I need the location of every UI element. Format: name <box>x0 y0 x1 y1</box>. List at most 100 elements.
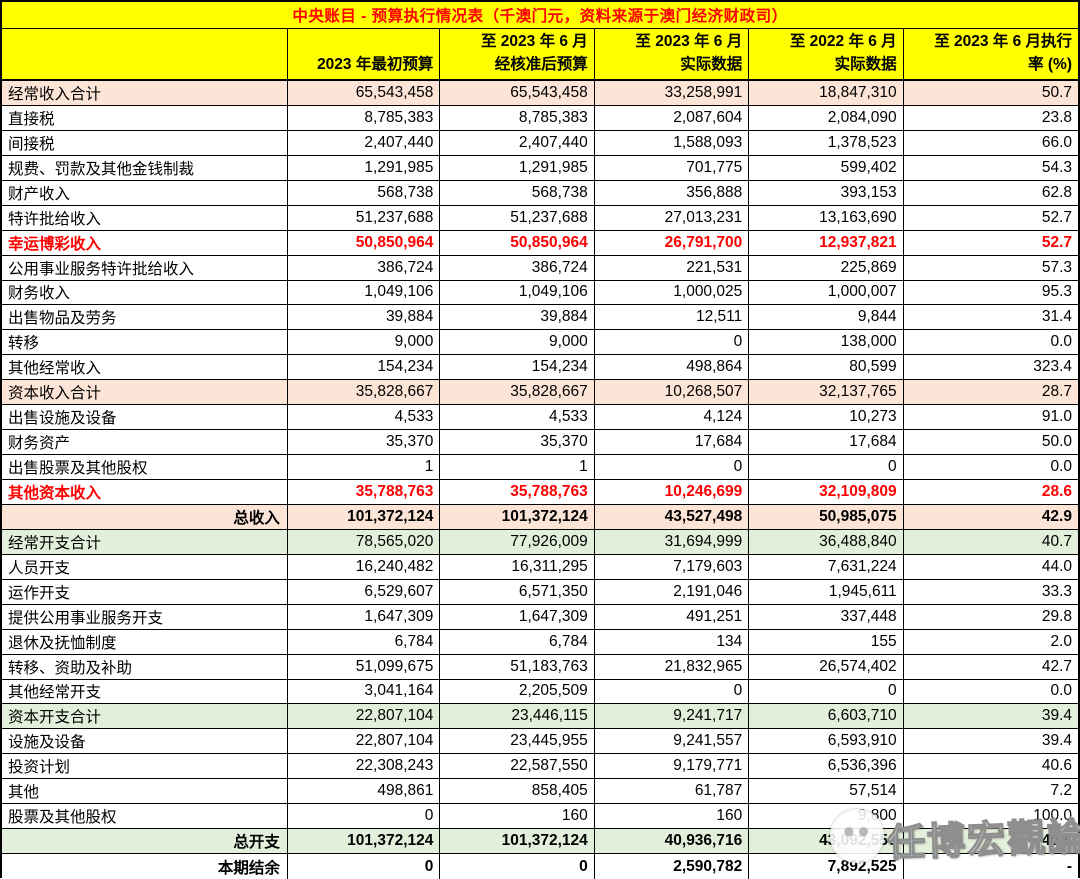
row-label: 直接税 <box>2 105 288 130</box>
table-row: 经常开支合计 78,565,020 77,926,009 31,694,999 36,4… <box>2 529 1078 555</box>
cell-value: 8,785,383 <box>288 105 441 130</box>
cell-value: 28.7 <box>1041 383 1073 401</box>
table-row: 财务资产 35,370 35,370 17,684 17,684 50.0 <box>2 430 1078 456</box>
table-row: 总开支 101,372,124 101,372,124 40,936,716 43,09… <box>2 829 1078 855</box>
cell-value: 1,000,007 <box>749 280 904 305</box>
cell-value: 12,511 <box>595 305 750 330</box>
cell-value: 18,847,310 <box>749 81 904 105</box>
row-label: 间接税 <box>2 130 288 155</box>
cell-value: 386,724 <box>288 255 441 280</box>
header-revised-budget: 至 2023 年 6 月 经核准后预算 <box>440 29 595 79</box>
table-row: 出售物品及劳务 39,884 39,884 12,511 9,844 31.4 <box>2 305 1078 331</box>
cell-value: 17,684 <box>749 430 904 455</box>
cell-value: 62.8 <box>1041 183 1073 201</box>
header-actual-2023-line2: 实际数据 <box>680 55 743 73</box>
cell-value: 134 <box>595 629 750 654</box>
cell-value: 39.4 <box>1041 707 1073 725</box>
cell-value: 66.0 <box>1041 133 1073 151</box>
cell-value: 42.9 <box>1041 507 1072 525</box>
cell-value: 43,527,498 <box>595 504 750 529</box>
cell-value: 154,234 <box>440 355 595 380</box>
row-label: 股票及其他股权 <box>2 804 288 829</box>
header-actual-2022: 至 2022 年 6 月 实际数据 <box>749 29 904 79</box>
cell-value: 17,684 <box>595 430 750 455</box>
row-label: 投资计划 <box>2 754 288 779</box>
cell-value: 101,372,124 <box>440 829 595 854</box>
cell-value: 498,861 <box>288 779 441 804</box>
cell-value: 1,000,025 <box>595 280 750 305</box>
cell-value: 43,092,550 <box>749 829 904 854</box>
row-label: 总收入 <box>2 504 288 529</box>
cell-value: 22,587,550 <box>440 754 595 779</box>
cell-value: 10,246,699 <box>595 480 750 504</box>
table-row: 资本收入合计 35,828,667 35,828,667 10,268,507 32,1… <box>2 380 1078 406</box>
cell-value: 7,631,224 <box>749 554 904 579</box>
cell-value: 0 <box>749 679 904 704</box>
cell-value: 44.0 <box>1041 557 1073 575</box>
cell-value: 160 <box>440 804 595 829</box>
table-row: 退休及抚恤制度 6,784 6,784 134 155 2.0 <box>2 629 1078 655</box>
cell-value: 0 <box>440 854 595 879</box>
cell-value: 40.7 <box>1041 532 1073 550</box>
cell-value: 2,407,440 <box>440 130 595 155</box>
cell-value: 2,590,782 <box>595 854 750 879</box>
row-label: 本期结余 <box>2 854 288 879</box>
row-label: 其他经常收入 <box>2 355 288 380</box>
cell-value: 0 <box>595 679 750 704</box>
cell-value: 2,191,046 <box>595 579 750 604</box>
table-body: 经常收入合计 65,543,458 65,543,458 33,258,991 18,8… <box>2 81 1078 879</box>
table-row: 设施及设备 22,807,104 23,445,955 9,241,557 6,593,… <box>2 729 1078 755</box>
cell-value: 101,372,124 <box>288 504 441 529</box>
cell-value: 2,407,440 <box>288 130 441 155</box>
table-row: 财产收入 568,738 568,738 356,888 393,153 62.8 <box>2 180 1078 206</box>
cell-value: 4,533 <box>440 405 595 430</box>
cell-value: 35,788,763 <box>288 480 441 504</box>
table-row: 其他 498,861 858,405 61,787 57,514 7.2 <box>2 779 1078 805</box>
row-label: 总开支 <box>2 829 288 854</box>
cell-value: 36,488,840 <box>749 529 904 554</box>
cell-value: 0 <box>288 804 441 829</box>
cell-value: 40.4 <box>1041 832 1072 850</box>
cell-value: 0.0 <box>1050 458 1073 476</box>
cell-value: 33,258,991 <box>595 81 750 105</box>
cell-value: 22,807,104 <box>288 729 441 754</box>
row-label: 出售物品及劳务 <box>2 305 288 330</box>
cell-value: 26,574,402 <box>749 654 904 679</box>
cell-value: 1,291,985 <box>288 155 441 180</box>
cell-value: 35,788,763 <box>440 480 595 504</box>
cell-value: - <box>1066 857 1072 875</box>
cell-value: 77,926,009 <box>440 529 595 554</box>
cell-value: 50,985,075 <box>749 504 904 529</box>
header-actual-2022-line1: 至 2022 年 6 月 <box>789 32 897 50</box>
cell-value: 91.0 <box>1041 408 1073 426</box>
cell-value: 6,784 <box>288 629 441 654</box>
cell-value: 50,850,964 <box>440 230 595 255</box>
cell-value: 599,402 <box>749 155 904 180</box>
row-label: 经常开支合计 <box>2 529 288 554</box>
cell-value: 21,832,965 <box>595 654 750 679</box>
table-row: 股票及其他股权 0 160 160 9,800 100.0 <box>2 804 1078 830</box>
table-row: 转移、资助及补助 51,099,675 51,183,763 21,832,965 26… <box>2 654 1078 680</box>
row-label: 转移、资助及补助 <box>2 654 288 679</box>
cell-value: 9,844 <box>749 305 904 330</box>
cell-value: 50.7 <box>1041 83 1073 101</box>
cell-value: 12,937,821 <box>749 230 904 255</box>
table-row: 总收入 101,372,124 101,372,124 43,527,498 50,98… <box>2 504 1078 530</box>
cell-value: 155 <box>749 629 904 654</box>
cell-value: 35,828,667 <box>440 380 595 405</box>
cell-value: 51,183,763 <box>440 654 595 679</box>
table-row: 经常收入合计 65,543,458 65,543,458 33,258,991 18,8… <box>2 81 1078 106</box>
cell-value: 160 <box>595 804 750 829</box>
cell-value: 0 <box>595 455 750 479</box>
cell-value: 568,738 <box>288 180 441 205</box>
row-label: 幸运博彩收入 <box>2 230 288 255</box>
table-row: 出售设施及设备 4,533 4,533 4,124 10,273 91.0 <box>2 405 1078 431</box>
cell-value: 9,241,557 <box>595 729 750 754</box>
cell-value: 9,000 <box>440 330 595 355</box>
row-label: 提供公用事业服务开支 <box>2 604 288 629</box>
cell-value: 0.0 <box>1050 333 1073 351</box>
cell-value: 1,378,523 <box>749 130 904 155</box>
row-label: 财务资产 <box>2 430 288 455</box>
cell-value: 23,445,955 <box>440 729 595 754</box>
